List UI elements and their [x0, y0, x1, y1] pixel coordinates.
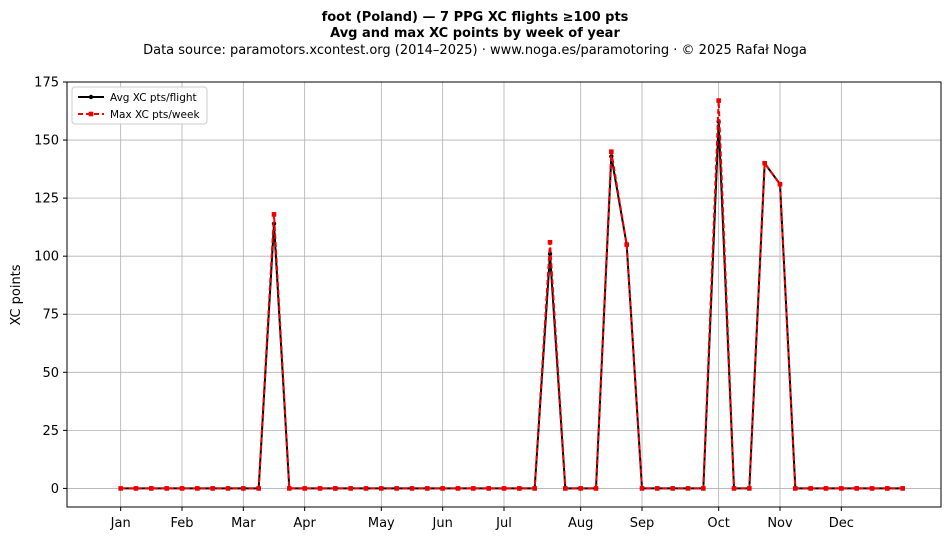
- data-point-max: [854, 486, 859, 491]
- data-point-max: [747, 486, 752, 491]
- axes: 0 25 50 75 100 125 150 175 Jan Feb Mar Apr May Jun Jul…: [34, 76, 942, 531]
- data-point-max: [333, 486, 338, 491]
- data-point-max: [317, 486, 323, 491]
- data-point-max: [118, 486, 123, 491]
- data-point-max: [195, 486, 200, 491]
- data-point-max: [440, 486, 445, 491]
- data-point-max: [225, 486, 231, 491]
- data-point-max: [287, 486, 292, 491]
- data-point-max: [241, 486, 246, 491]
- x-tick-label: Sep: [630, 516, 655, 531]
- data-point-max: [839, 486, 844, 491]
- y-tick-label: 100: [34, 250, 59, 265]
- data-point-max: [869, 486, 875, 491]
- legend-label: Avg XC pts/flight: [110, 92, 197, 104]
- data-point-max: [501, 486, 507, 491]
- data-point-max: [471, 486, 476, 491]
- data-point-max: [210, 486, 215, 491]
- data-point-max: [133, 486, 139, 491]
- data-point-max: [271, 212, 277, 217]
- data-point-max: [532, 486, 537, 491]
- data-point-max: [547, 239, 553, 245]
- data-point-max: [793, 486, 798, 491]
- data-point-max: [379, 486, 384, 491]
- data-point-max: [716, 98, 721, 103]
- x-tick-label: Jul: [495, 516, 512, 531]
- y-tick-label: 25: [42, 424, 59, 439]
- data-point-max: [425, 486, 430, 491]
- data-point-max: [900, 486, 905, 491]
- data-point-max: [578, 486, 583, 491]
- data-point-max: [179, 486, 185, 491]
- legend: Avg XC pts/flight Max XC pts/week: [71, 86, 208, 125]
- legend-label: Max XC pts/week: [110, 109, 200, 121]
- legend-swatch-marker: [88, 94, 94, 100]
- chart-title: foot (Poland) — 7 PPG XC flights ≥100 pt…: [321, 10, 629, 25]
- data-point-max: [685, 486, 691, 491]
- data-point-max: [455, 486, 461, 491]
- data-point-max: [563, 486, 568, 491]
- data-point-max: [731, 486, 737, 491]
- x-tick-label: Dec: [829, 516, 854, 531]
- x-tick-label: May: [368, 516, 395, 531]
- data-point-max: [762, 160, 767, 166]
- series-layer: [118, 98, 905, 491]
- x-tick-label: Mar: [231, 516, 256, 531]
- y-tick-label: 175: [34, 76, 59, 91]
- data-point-max: [885, 486, 890, 491]
- y-tick-label: 125: [34, 192, 59, 207]
- x-tick-label: Apr: [293, 516, 316, 531]
- data-point-max: [348, 486, 353, 491]
- chart-subtitle: Avg and max XC points by week of year: [330, 26, 620, 41]
- data-point-max: [149, 486, 154, 491]
- source-note: Data source: paramotors.xcontest.org (20…: [143, 43, 807, 58]
- data-point-max: [609, 149, 614, 154]
- x-tick-label: Jun: [432, 516, 453, 531]
- x-tick-label: Jan: [110, 516, 131, 531]
- x-tick-label: Nov: [767, 516, 793, 531]
- y-axis-label: XC points: [9, 264, 24, 325]
- data-point-max: [517, 486, 522, 491]
- data-point-max: [256, 486, 261, 491]
- legend-box: [71, 86, 208, 125]
- data-point-max: [394, 486, 399, 491]
- x-tick-label: Oct: [707, 516, 729, 531]
- data-point-max: [639, 486, 645, 491]
- y-tick-label: 0: [51, 482, 59, 497]
- data-point-max: [655, 486, 660, 491]
- data-point-max: [593, 486, 599, 491]
- data-point-max: [808, 486, 813, 491]
- y-tick-label: 150: [34, 134, 59, 149]
- data-point-max: [164, 486, 169, 491]
- data-point-max: [363, 486, 369, 491]
- data-point-max: [823, 486, 829, 491]
- data-point-max: [701, 486, 706, 491]
- legend-swatch-marker: [88, 111, 94, 117]
- grid: [67, 81, 941, 507]
- x-tick-label: Feb: [170, 516, 193, 531]
- data-point-max: [302, 486, 307, 491]
- y-tick-label: 50: [42, 366, 59, 381]
- data-point-max: [624, 242, 629, 247]
- data-point-max: [486, 486, 491, 491]
- data-point-max: [670, 486, 675, 491]
- data-point-max: [409, 486, 415, 491]
- y-tick-label: 75: [42, 308, 59, 323]
- series-line-max: [120, 100, 903, 490]
- x-tick-label: Aug: [568, 516, 593, 531]
- data-point-max: [777, 181, 783, 187]
